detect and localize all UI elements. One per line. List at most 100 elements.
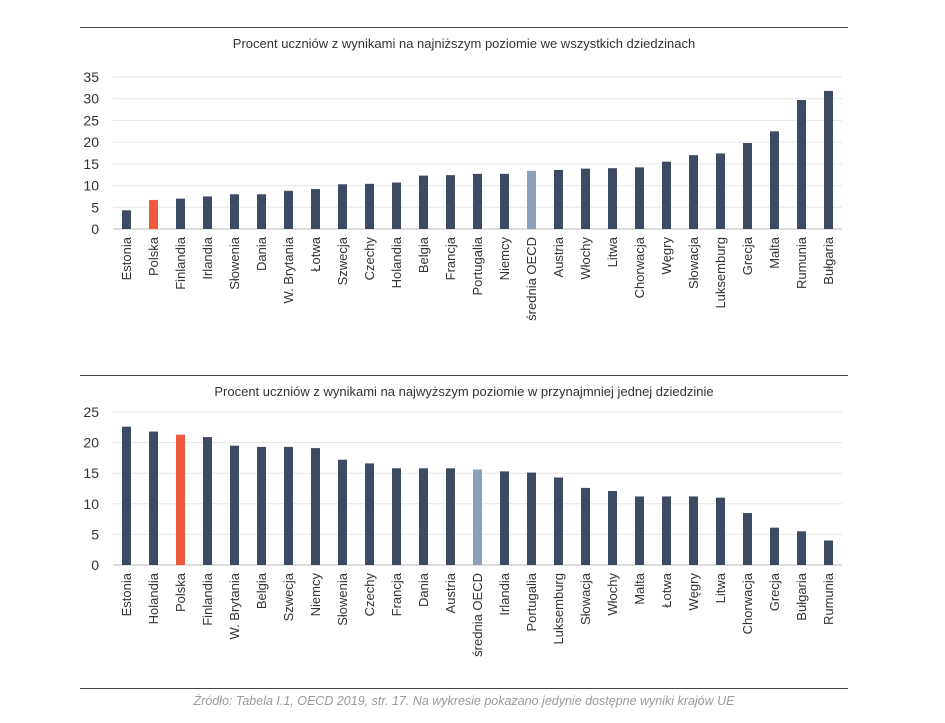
- bar-portugalia: [473, 173, 482, 229]
- bar-estonia: [122, 210, 131, 229]
- y-tick-label: 5: [91, 526, 99, 542]
- bar-węgry: [689, 496, 698, 565]
- bar-grecja: [743, 143, 752, 229]
- category-label: Austria: [443, 572, 458, 613]
- bar-łotwa: [311, 189, 320, 229]
- category-label: średnia OECD: [470, 573, 485, 657]
- category-label: Dania: [254, 236, 269, 271]
- bottom-rule: [80, 688, 848, 689]
- bar-czechy: [365, 183, 374, 229]
- y-tick-label: 15: [83, 465, 99, 481]
- bar-chorwacja: [743, 512, 752, 565]
- bar-luksemburg: [716, 153, 725, 229]
- category-label: Holandia: [389, 236, 404, 288]
- bar-średnia-oecd: [527, 170, 536, 229]
- category-label: Niemcy: [497, 237, 512, 281]
- category-label: Portugalia: [470, 236, 485, 295]
- category-label: Belgia: [416, 236, 431, 273]
- category-label: Czechy: [362, 237, 377, 281]
- category-label: Irlandia: [497, 572, 512, 615]
- category-label: Portugalia: [524, 572, 539, 631]
- bar-luksemburg: [554, 477, 563, 565]
- category-label: Niemcy: [308, 573, 323, 617]
- bar-polska: [176, 434, 185, 565]
- y-tick-label: 5: [91, 199, 99, 215]
- y-tick-label: 0: [91, 221, 99, 237]
- category-label: Dania: [416, 572, 431, 607]
- bar-słowenia: [230, 194, 239, 229]
- category-label: Litwa: [713, 572, 728, 603]
- bar-portugalia: [527, 472, 536, 565]
- bar-chorwacja: [635, 167, 644, 229]
- chart-2-highest-level: 0 5 10 15 20 25 Estonia Holandia Polska Finlandia…: [83, 404, 842, 657]
- bar-finlandia: [203, 437, 212, 565]
- category-label: średnia OECD: [524, 237, 539, 321]
- y-tick-label: 25: [83, 112, 99, 128]
- source-note: Źródło: Tabela I.1, OECD 2019, str. 17. …: [193, 694, 735, 708]
- y-tick-label: 25: [83, 404, 99, 420]
- category-label: Holandia: [146, 572, 161, 624]
- bar-bułgaria: [797, 531, 806, 565]
- category-label: Słowenia: [227, 236, 242, 290]
- bar-litwa: [608, 168, 617, 229]
- category-label: Łotwa: [308, 236, 323, 271]
- bar-dania: [419, 468, 428, 565]
- category-label: Bułgaria: [794, 572, 809, 620]
- bar-rumunia: [824, 540, 833, 565]
- y-tick-label: 10: [83, 178, 99, 194]
- bar-austria: [554, 169, 563, 229]
- category-label: Grecja: [767, 572, 782, 611]
- category-label: Estonia: [119, 572, 134, 616]
- y-tick-label: 20: [83, 134, 99, 150]
- bar-średnia-oecd: [473, 469, 482, 565]
- bar-bułgaria: [824, 90, 833, 229]
- bar-francja: [392, 468, 401, 565]
- y-tick-label: 35: [83, 69, 99, 85]
- category-label: Szwecja: [281, 572, 296, 621]
- bar-irlandia: [500, 471, 509, 565]
- category-label: Chorwacja: [632, 236, 647, 298]
- chart-2-title: Procent uczniów z wynikami na najwyższym…: [214, 384, 714, 399]
- category-label: Polska: [146, 236, 161, 276]
- category-label: Łotwa: [659, 572, 674, 607]
- bar-włochy: [608, 490, 617, 565]
- bar-irlandia: [203, 196, 212, 229]
- bar-austria: [446, 468, 455, 565]
- category-label: Litwa: [605, 236, 620, 267]
- chart-1-title: Procent uczniów z wynikami na najniższym…: [232, 36, 696, 51]
- category-label: Luksemburg: [713, 237, 728, 309]
- category-label: Francja: [443, 236, 458, 280]
- middle-rule: [80, 375, 848, 376]
- y-tick-label: 0: [91, 557, 99, 573]
- bar-grecja: [770, 527, 779, 565]
- category-label: Czechy: [362, 573, 377, 617]
- bar-holandia: [392, 182, 401, 229]
- bar-estonia: [122, 426, 131, 565]
- category-label: Bułgaria: [821, 236, 836, 284]
- bar-włochy: [581, 168, 590, 229]
- bar-słowacja: [689, 155, 698, 229]
- bar-litwa: [716, 497, 725, 565]
- category-label: Austria: [551, 236, 566, 277]
- category-label: Finlandia: [200, 572, 215, 626]
- bar-finlandia: [176, 198, 185, 229]
- y-tick-label: 10: [83, 496, 99, 512]
- category-label: Estonia: [119, 236, 134, 280]
- category-label: Francja: [389, 572, 404, 616]
- bar-belgia: [257, 446, 266, 565]
- chart-1-lowest-level: 0 5 10 15 20 25 30 35 Estonia Polska Finlandia Irla…: [83, 69, 842, 321]
- category-label: Słowenia: [335, 572, 350, 626]
- bar-niemcy: [500, 173, 509, 229]
- bar-niemcy: [311, 448, 320, 565]
- bar-francja: [446, 175, 455, 229]
- bar-dania: [257, 194, 266, 229]
- bar-holandia: [149, 431, 158, 565]
- category-label: Rumunia: [821, 572, 836, 625]
- bar-malta: [770, 131, 779, 229]
- bar-belgia: [419, 175, 428, 229]
- bar-szwecja: [284, 446, 293, 565]
- bar-rumunia: [797, 100, 806, 229]
- category-label: Włochy: [578, 237, 593, 280]
- bar-słowenia: [338, 459, 347, 565]
- category-label: W. Brytania: [281, 236, 296, 303]
